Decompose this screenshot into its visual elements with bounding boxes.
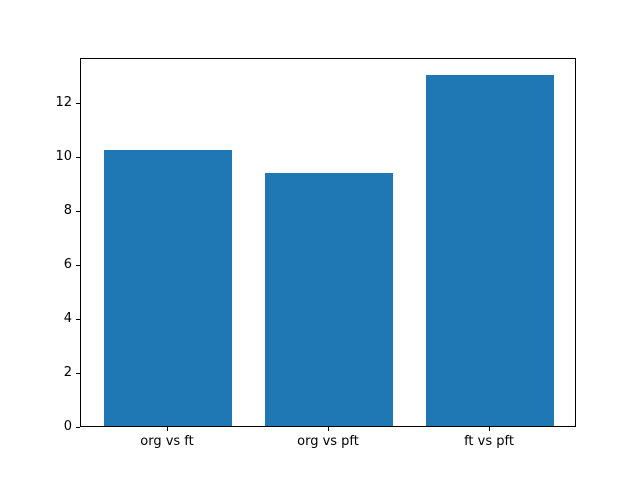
y-tick-label-12: 12: [55, 95, 72, 110]
x-tick-label-org-vs-ft: org vs ft: [140, 434, 194, 449]
y-tick-mark-0: [76, 427, 80, 428]
bar-org-vs-ft: [103, 150, 233, 426]
plot-area: [80, 58, 576, 427]
x-tick-label-ft-vs-pft: ft vs pft: [464, 434, 514, 449]
x-tick-mark-org-vs-ft: [167, 427, 168, 431]
y-tick-label-6: 6: [63, 257, 72, 272]
y-tick-mark-4: [76, 319, 80, 320]
y-tick-label-4: 4: [63, 311, 72, 326]
y-tick-mark-6: [76, 265, 80, 266]
y-tick-label-10: 10: [55, 149, 72, 164]
y-tick-mark-8: [76, 211, 80, 212]
x-tick-label-org-vs-pft: org vs pft: [297, 434, 359, 449]
y-tick-label-2: 2: [63, 365, 72, 380]
y-tick-mark-2: [76, 373, 80, 374]
y-tick-label-8: 8: [63, 203, 72, 218]
bar-org-vs-pft: [264, 173, 394, 426]
x-tick-mark-ft-vs-pft: [489, 427, 490, 431]
y-tick-mark-10: [76, 157, 80, 158]
y-tick-mark-12: [76, 103, 80, 104]
y-tick-label-0: 0: [63, 419, 72, 434]
bar-ft-vs-pft: [425, 74, 555, 426]
x-tick-mark-org-vs-pft: [328, 427, 329, 431]
